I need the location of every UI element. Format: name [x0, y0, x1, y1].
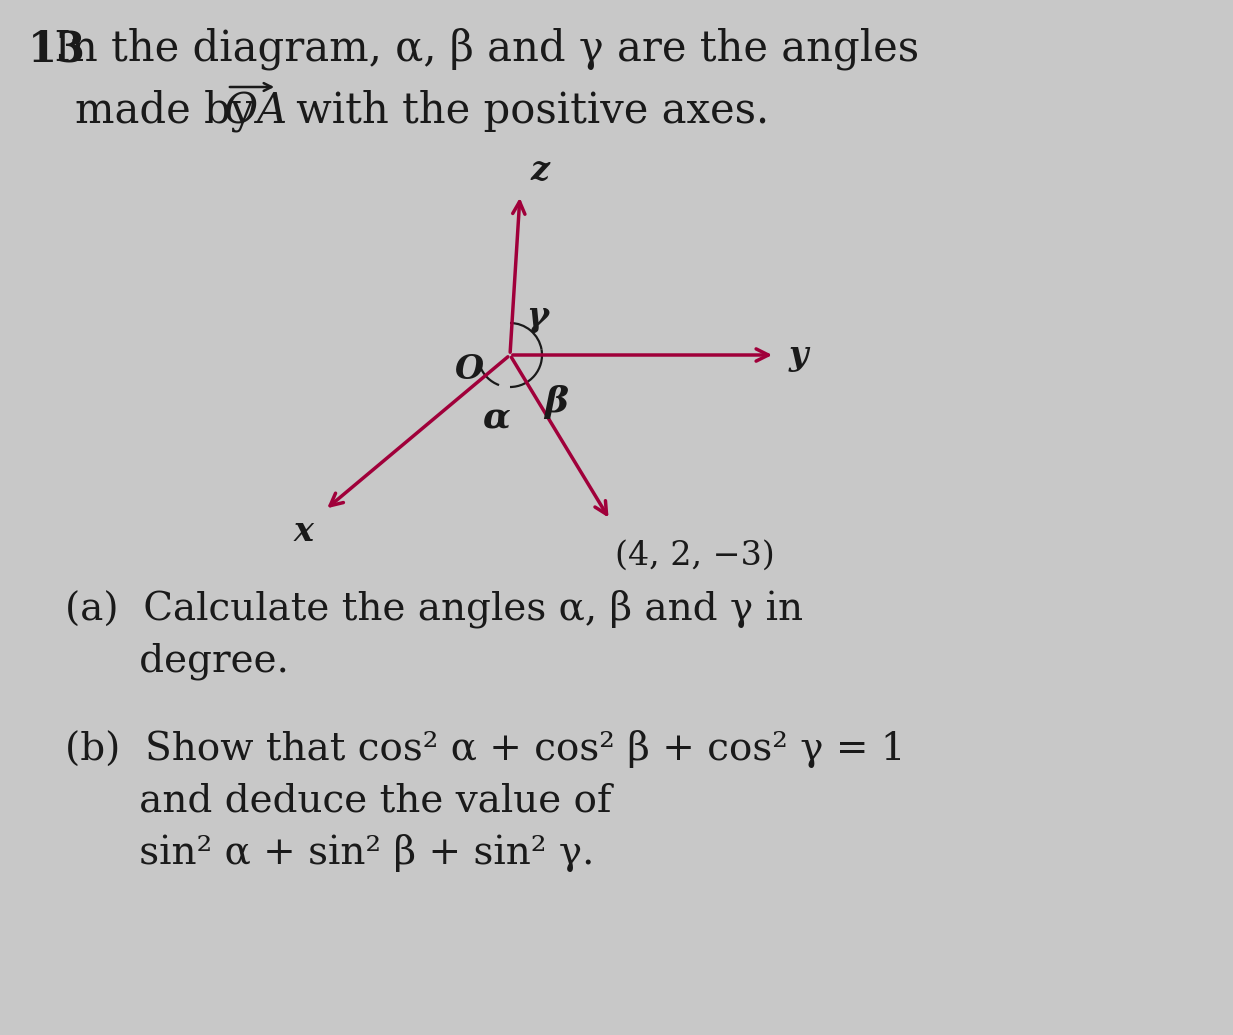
Text: and deduce the value of: and deduce the value of [65, 782, 612, 819]
Text: O: O [455, 353, 485, 386]
Text: (4, 2, −3): (4, 2, −3) [615, 540, 774, 572]
Text: (a)  Calculate the angles α, β and γ in: (a) Calculate the angles α, β and γ in [65, 590, 803, 628]
Text: β: β [544, 385, 568, 419]
Text: 13: 13 [28, 28, 86, 70]
Text: sin² α + sin² β + sin² γ.: sin² α + sin² β + sin² γ. [65, 834, 594, 873]
Text: z: z [530, 154, 549, 187]
Text: degree.: degree. [65, 642, 289, 680]
Text: made by: made by [75, 90, 268, 132]
Text: α: α [482, 401, 510, 435]
Text: y: y [789, 338, 809, 372]
Text: γ: γ [526, 300, 547, 333]
Text: In the diagram, α, β and γ are the angles: In the diagram, α, β and γ are the angle… [28, 28, 919, 70]
Text: (b)  Show that cos² α + cos² β + cos² γ = 1: (b) Show that cos² α + cos² β + cos² γ =… [65, 730, 905, 768]
Text: x: x [293, 515, 313, 548]
Text: with the positive axes.: with the positive axes. [284, 90, 769, 132]
Text: OA: OA [223, 90, 287, 132]
